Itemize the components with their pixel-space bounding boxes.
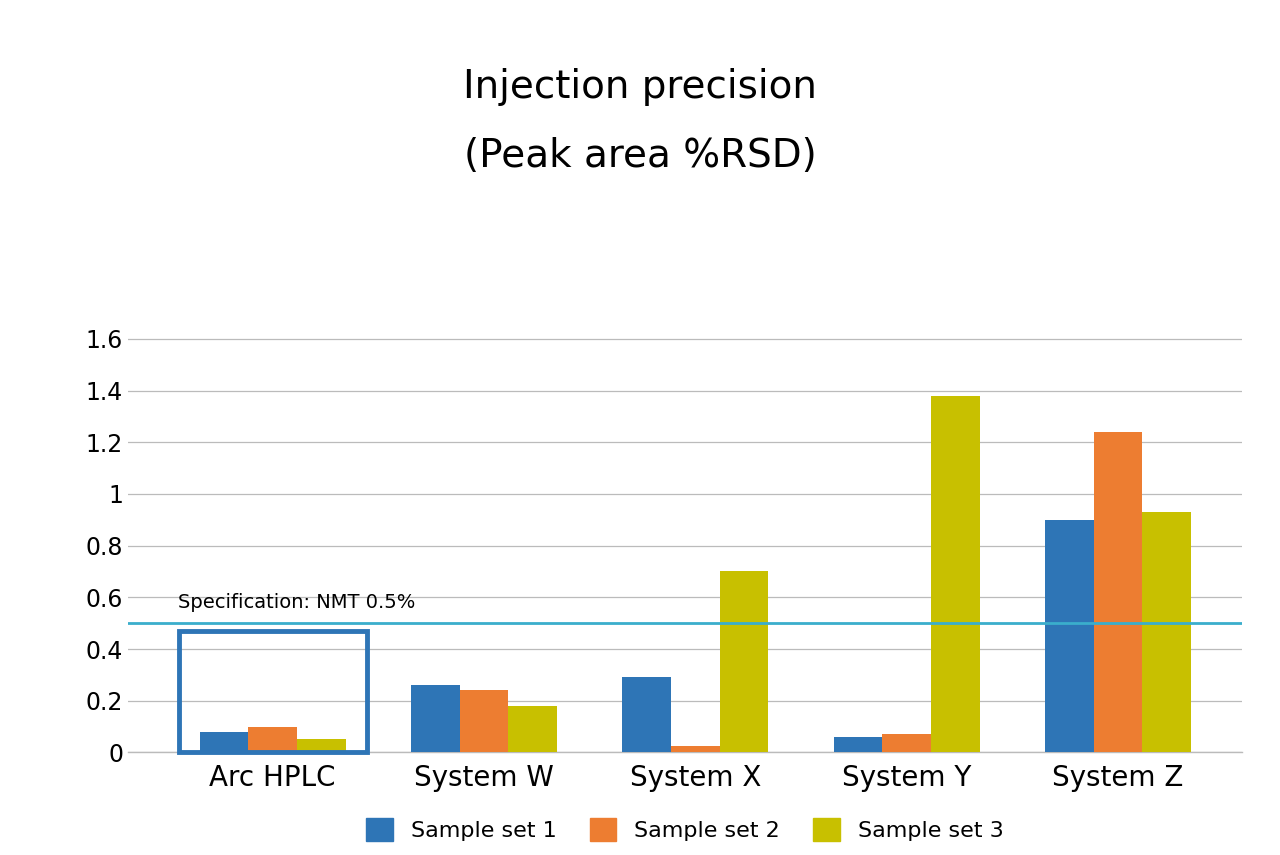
Bar xyxy=(297,740,346,752)
Bar xyxy=(1094,432,1142,752)
Bar xyxy=(411,685,460,752)
Bar xyxy=(248,727,297,752)
Bar xyxy=(671,746,719,752)
Bar xyxy=(622,677,671,752)
Bar xyxy=(508,706,557,752)
Legend: Sample set 1, Sample set 2, Sample set 3: Sample set 1, Sample set 2, Sample set 3 xyxy=(357,810,1012,850)
Bar xyxy=(1046,520,1094,752)
Bar xyxy=(931,396,979,752)
Text: Injection precision: Injection precision xyxy=(463,68,817,106)
Bar xyxy=(833,737,882,752)
Bar xyxy=(882,734,931,752)
Bar xyxy=(719,571,768,752)
Bar xyxy=(200,732,248,752)
Bar xyxy=(460,690,508,752)
Text: (Peak area %RSD): (Peak area %RSD) xyxy=(463,137,817,174)
Bar xyxy=(1142,512,1190,752)
Text: Specification: NMT 0.5%: Specification: NMT 0.5% xyxy=(178,593,415,611)
